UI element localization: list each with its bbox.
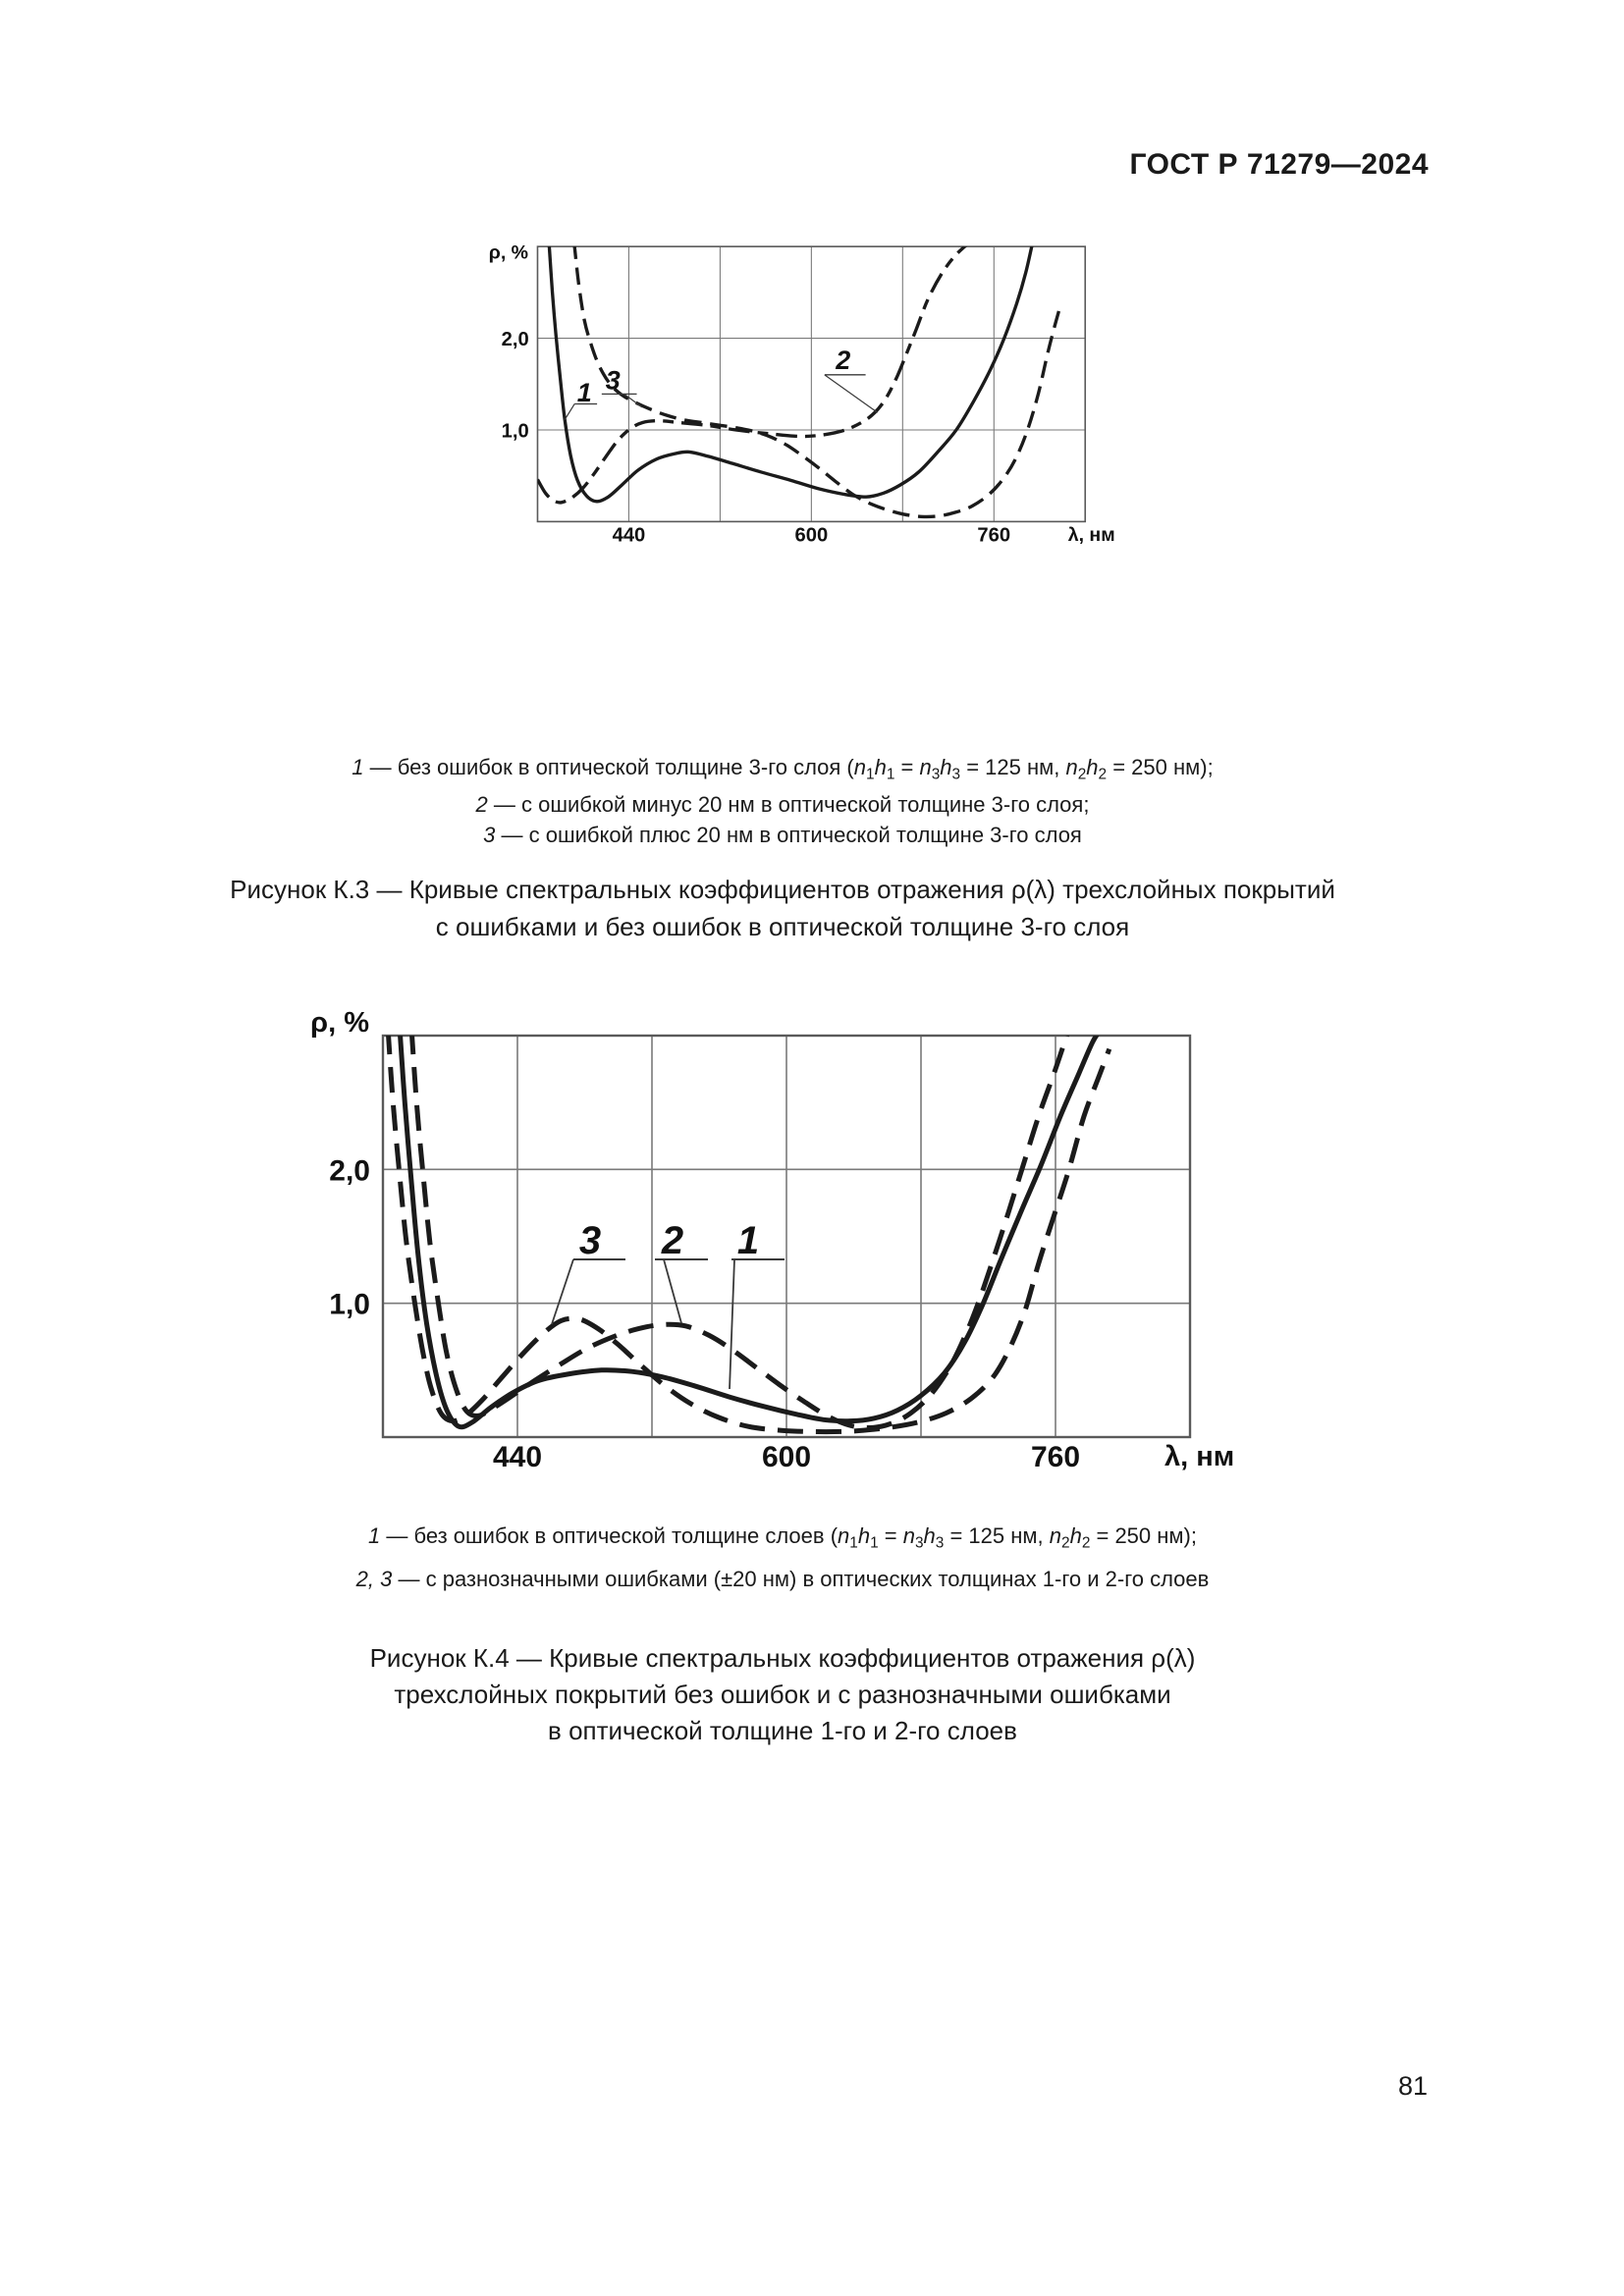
figure-k3-chart: 1 3 2 440 600 760 2,0 1,0 ρ, % λ, нм <box>489 241 1115 547</box>
x-axis-label: λ, нм <box>1164 1441 1234 1472</box>
curve-1 <box>398 1036 1100 1430</box>
caption-line: в оптической толщине 1-го и 2-го слоев <box>548 1716 1017 1745</box>
caption-line: с ошибками и без ошибок в оптической тол… <box>435 912 1130 941</box>
x-tick-label: 600 <box>762 1441 811 1473</box>
x-tick-label: 600 <box>795 525 829 547</box>
plot-border <box>381 1034 1192 1439</box>
callout-pointer-line <box>551 1258 574 1325</box>
text-run: 3 <box>931 766 941 783</box>
text-run: 3 <box>914 1534 924 1552</box>
text-run: 2 <box>475 792 488 818</box>
text-run: n <box>919 755 932 779</box>
text-run: n <box>838 1523 850 1548</box>
caption-line: Рисунок К.4 — Кривые спектральных коэффи… <box>369 1643 1196 1673</box>
curve-label-2: 2 <box>661 1219 683 1262</box>
text-run: 1 <box>849 1534 858 1552</box>
text-run: — с ошибкой плюс 20 нм в оптической толщ… <box>495 823 1082 848</box>
figure-k3-caption: Рисунок К.3 — Кривые спектральных коэффи… <box>196 871 1369 945</box>
curve-label-3: 3 <box>606 366 621 396</box>
figure-k3-legend: 1 — без ошибок в оптической толщине 3-го… <box>196 752 1369 850</box>
text-run: h <box>923 1523 936 1548</box>
text-run: 1 <box>870 1534 879 1552</box>
x-tick-label: 440 <box>493 1441 542 1473</box>
plot-border <box>536 245 1087 523</box>
text-run: 2, 3 <box>355 1567 393 1592</box>
y-tick-label: 1,0 <box>502 420 529 442</box>
text-run: 1 <box>886 766 895 783</box>
text-run: = 250 нм); <box>1090 1523 1197 1548</box>
x-axis-label: λ, нм <box>1068 524 1115 546</box>
text-run: n <box>853 755 867 779</box>
page-number: 81 <box>1398 2071 1429 2101</box>
curve-label-3: 3 <box>579 1219 601 1262</box>
text-run: 2 <box>1061 1534 1070 1552</box>
caption-line: Рисунок К.3 — Кривые спектральных коэффи… <box>230 875 1335 904</box>
x-tick-label: 760 <box>1031 1441 1080 1473</box>
x-tick-label: 440 <box>613 525 646 547</box>
caption-line: трехслойных покрытий без ошибок и с разн… <box>394 1680 1171 1709</box>
text-run: 2 <box>1098 766 1108 783</box>
legend-line: 2, 3 — с разнозначными ошибками (±20 нм)… <box>196 1561 1369 1597</box>
y-axis-label: ρ, % <box>310 1009 369 1039</box>
legend-line: 1 — без ошибок в оптической толщине слое… <box>196 1518 1369 1561</box>
x-tick-label: 760 <box>977 525 1010 547</box>
text-run: 1 <box>866 766 875 783</box>
text-run: h <box>874 755 887 779</box>
callout-pointer-line <box>623 393 643 408</box>
figure-k4-caption: Рисунок К.4 — Кривые спектральных коэффи… <box>196 1640 1369 1749</box>
curve-2 <box>537 246 968 505</box>
text-run: h <box>1069 1523 1082 1548</box>
text-run: 2 <box>1081 1534 1091 1552</box>
text-run: 3 <box>951 766 961 783</box>
y-tick-label: 2,0 <box>329 1154 370 1187</box>
text-run: n <box>1049 1523 1061 1548</box>
y-tick-label: 2,0 <box>502 329 529 350</box>
figure-k4-chart: 3 2 1 440 600 760 2,0 1,0 ρ, % λ, нм <box>310 1009 1234 1473</box>
curve-3 <box>386 1036 1112 1435</box>
callout-pointer-line <box>564 403 575 420</box>
y-tick-label: 1,0 <box>329 1289 370 1321</box>
curve-label-1: 1 <box>577 378 592 407</box>
text-run: = <box>894 755 920 779</box>
text-run: n <box>902 1523 915 1548</box>
y-axis-label: ρ, % <box>489 241 528 263</box>
text-run: n <box>1065 755 1078 779</box>
curve-label-2: 2 <box>835 346 850 375</box>
text-run: 1 <box>368 1523 381 1548</box>
text-run: — без ошибок в оптической толщине 3-го с… <box>363 755 854 779</box>
curve-label-1: 1 <box>737 1219 759 1262</box>
callout-pointer-line <box>729 1258 735 1390</box>
text-run: = 125 нм, <box>960 755 1066 779</box>
legend-line: 2 — с ошибкой минус 20 нм в оптической т… <box>196 789 1369 820</box>
figure-k4-legend: 1 — без ошибок в оптической толщине слое… <box>196 1518 1369 1597</box>
text-run: h <box>940 755 952 779</box>
text-run: 1 <box>352 755 364 779</box>
text-run: = <box>878 1523 903 1548</box>
text-run: = 250 нм); <box>1107 755 1214 779</box>
document-header: ГОСТ Р 71279—2024 <box>1129 148 1429 181</box>
text-run: 3 <box>935 1534 945 1552</box>
text-run: h <box>1086 755 1099 779</box>
text-run: = 125 нм, <box>944 1523 1050 1548</box>
curve-1 <box>547 246 1034 504</box>
text-run: — с ошибкой минус 20 нм в оптической тол… <box>487 792 1090 818</box>
legend-line: 1 — без ошибок в оптической толщине 3-го… <box>196 752 1369 789</box>
legend-line: 3 — с ошибкой плюс 20 нм в оптической то… <box>196 820 1369 850</box>
text-run: — с разнозначными ошибками (±20 нм) в оп… <box>392 1567 1210 1592</box>
curve-2 <box>409 1036 1070 1431</box>
text-run: h <box>857 1523 871 1548</box>
callout-pointer-line <box>824 374 879 413</box>
text-run: 2 <box>1077 766 1087 783</box>
text-run: 3 <box>483 823 496 848</box>
text-run: — без ошибок в оптической толщине слоев … <box>380 1523 839 1548</box>
callout-pointer-line <box>663 1258 682 1324</box>
